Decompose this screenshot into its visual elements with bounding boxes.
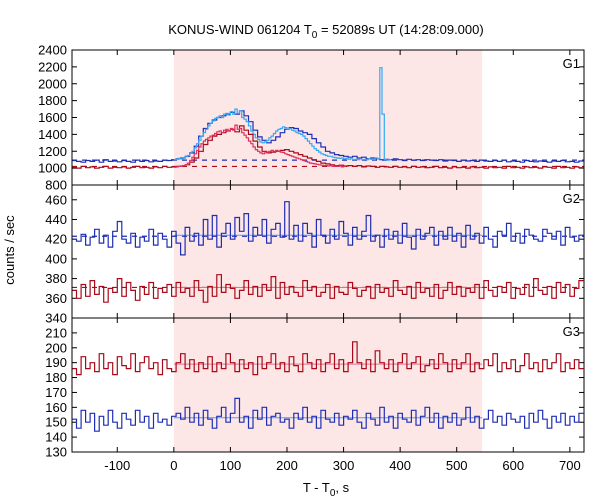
y-tick-label: 1600	[38, 110, 67, 125]
x-tick-label: 500	[446, 458, 468, 473]
y-tick-label: 2400	[38, 43, 67, 58]
y-tick-label: 130	[45, 445, 67, 460]
y-tick-label: 400	[45, 251, 67, 266]
y-tick-label: 190	[45, 355, 67, 370]
series-red	[72, 274, 584, 303]
x-tick-label: 0	[170, 458, 177, 473]
x-tick-label: 700	[559, 458, 581, 473]
series-pink	[173, 124, 346, 168]
y-axis-label: counts / sec	[2, 215, 17, 285]
x-tick-label: 400	[389, 458, 411, 473]
y-tick-label: 2000	[38, 76, 67, 91]
series-blue	[72, 110, 584, 163]
y-tick-label: 1400	[38, 127, 67, 142]
y-tick-label: 150	[45, 415, 67, 430]
y-tick-label: 420	[45, 232, 67, 247]
series-light_blue	[173, 67, 392, 161]
panel-g2: 340 360 380 400 420 440 460 G2	[45, 184, 585, 326]
y-tick-label: 460	[45, 192, 67, 207]
y-tick-label: 160	[45, 400, 67, 415]
x-tick-label: -100	[104, 458, 130, 473]
y-tick-label: 170	[45, 385, 67, 400]
y-tick-label: 1800	[38, 93, 67, 108]
panel-label: G1	[563, 56, 580, 71]
series-blue	[72, 397, 584, 432]
x-axis-label: T - T0, s	[303, 480, 350, 499]
x-tick-label: 300	[333, 458, 355, 473]
series-red	[72, 125, 584, 169]
y-tick-label: 380	[45, 271, 67, 286]
x-tick-label: 200	[276, 458, 298, 473]
panel-frame	[71, 317, 585, 453]
x-tick-label: 600	[502, 458, 524, 473]
highlight-interval	[173, 50, 483, 452]
panel-label: G3	[563, 324, 580, 339]
y-tick-label: 180	[45, 370, 67, 385]
y-tick-label: 200	[45, 340, 67, 355]
y-tick-label: 1200	[38, 144, 67, 159]
panel-label: G2	[563, 191, 580, 206]
series-red	[72, 341, 584, 376]
y-tick-label: 2200	[38, 59, 67, 74]
plot-area: 80010001200140016001800200022002400G1340…	[38, 43, 585, 473]
chart-title: KONUS-WIND 061204 T0 = 52089s UT (14:28:…	[168, 22, 483, 41]
x-tick-label: 100	[220, 458, 242, 473]
y-tick-label: 210	[45, 325, 67, 340]
y-tick-label: 360	[45, 291, 67, 306]
y-tick-label: 800	[45, 178, 67, 193]
y-tick-label: 440	[45, 212, 67, 227]
series-blue	[72, 201, 584, 256]
y-tick-label: 140	[45, 430, 67, 445]
y-tick-label: 1000	[38, 161, 67, 176]
y-tick-label: 340	[45, 311, 67, 326]
